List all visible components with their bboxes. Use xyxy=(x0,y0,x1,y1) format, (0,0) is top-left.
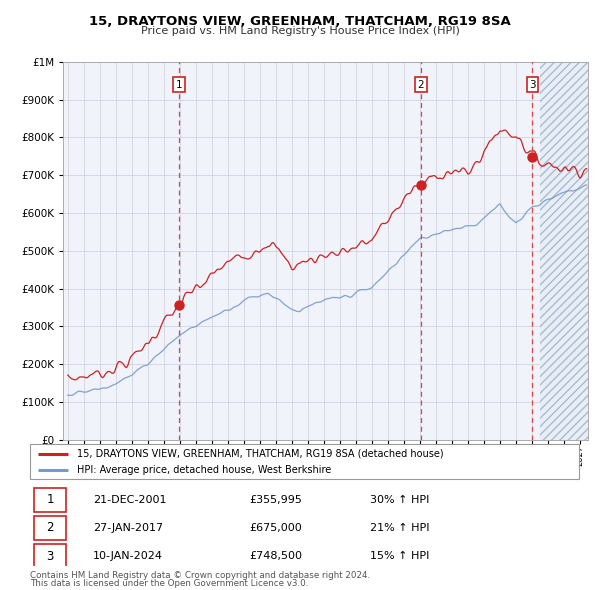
Text: 10-JAN-2024: 10-JAN-2024 xyxy=(93,551,163,561)
FancyBboxPatch shape xyxy=(34,516,66,540)
Text: 21-DEC-2001: 21-DEC-2001 xyxy=(93,494,167,504)
Text: £748,500: £748,500 xyxy=(250,551,302,561)
FancyBboxPatch shape xyxy=(34,488,66,512)
Text: £355,995: £355,995 xyxy=(250,494,302,504)
Bar xyxy=(540,62,588,440)
Text: 15, DRAYTONS VIEW, GREENHAM, THATCHAM, RG19 8SA (detached house): 15, DRAYTONS VIEW, GREENHAM, THATCHAM, R… xyxy=(77,448,443,458)
Text: 3: 3 xyxy=(529,80,536,90)
Bar xyxy=(540,62,588,440)
Text: 15% ↑ HPI: 15% ↑ HPI xyxy=(370,551,430,561)
Text: 21% ↑ HPI: 21% ↑ HPI xyxy=(370,523,430,533)
Text: 1: 1 xyxy=(47,493,54,506)
Text: HPI: Average price, detached house, West Berkshire: HPI: Average price, detached house, West… xyxy=(77,464,331,474)
Text: 15, DRAYTONS VIEW, GREENHAM, THATCHAM, RG19 8SA: 15, DRAYTONS VIEW, GREENHAM, THATCHAM, R… xyxy=(89,15,511,28)
Text: 2: 2 xyxy=(47,522,54,535)
Text: 27-JAN-2017: 27-JAN-2017 xyxy=(93,523,163,533)
FancyBboxPatch shape xyxy=(34,544,66,568)
Text: 30% ↑ HPI: 30% ↑ HPI xyxy=(370,494,430,504)
Text: 3: 3 xyxy=(47,550,54,563)
Text: Contains HM Land Registry data © Crown copyright and database right 2024.: Contains HM Land Registry data © Crown c… xyxy=(30,571,370,579)
FancyBboxPatch shape xyxy=(30,444,579,479)
Text: 1: 1 xyxy=(176,80,182,90)
Text: £675,000: £675,000 xyxy=(250,523,302,533)
Text: This data is licensed under the Open Government Licence v3.0.: This data is licensed under the Open Gov… xyxy=(30,579,308,588)
Text: Price paid vs. HM Land Registry's House Price Index (HPI): Price paid vs. HM Land Registry's House … xyxy=(140,26,460,36)
Text: 2: 2 xyxy=(418,80,424,90)
